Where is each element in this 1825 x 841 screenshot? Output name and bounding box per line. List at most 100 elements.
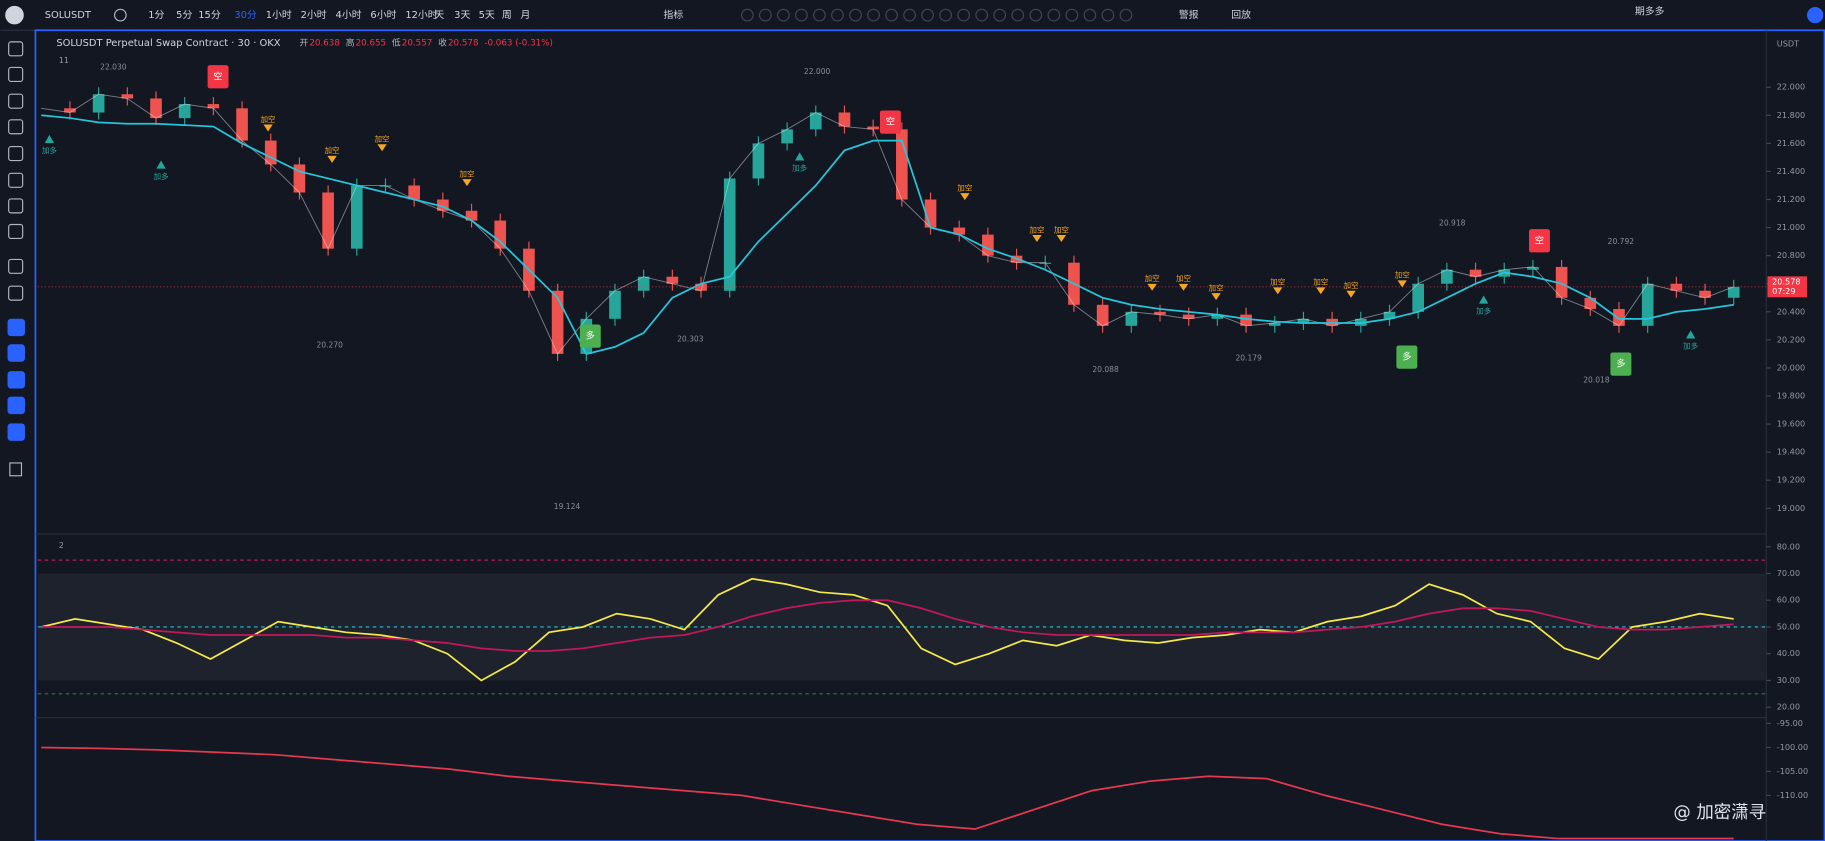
interval-button[interactable]: 天 <box>434 10 444 21</box>
drawing-template[interactable] <box>1101 8 1115 22</box>
drawing-template[interactable] <box>957 8 971 22</box>
tool-icon[interactable] <box>8 145 24 162</box>
drawing-template[interactable] <box>867 8 880 22</box>
extreme-label: 20.018 <box>1583 375 1610 384</box>
drawing-template[interactable] <box>1083 8 1097 22</box>
tool-icon[interactable] <box>8 198 24 214</box>
interval-button[interactable]: 5天 <box>479 10 495 21</box>
add-label: 加多 <box>792 163 808 173</box>
signal-box[interactable] <box>1529 229 1550 253</box>
candle <box>1182 314 1195 319</box>
tool-icon[interactable] <box>8 172 24 188</box>
drawing-template[interactable] <box>1047 8 1061 22</box>
tool-icon[interactable] <box>8 41 24 57</box>
indicators-button[interactable]: 指标 <box>664 8 684 21</box>
candle <box>1727 286 1740 298</box>
drawing-template[interactable] <box>795 8 808 22</box>
signal-box[interactable] <box>879 110 901 134</box>
candle <box>1441 269 1453 284</box>
y-tick-label: 50.00 <box>1777 621 1800 631</box>
interval-button[interactable]: 12小时 <box>405 9 437 21</box>
drawing-template[interactable] <box>1065 8 1079 22</box>
series-line <box>41 114 1734 355</box>
y-tick-label: 20.200 <box>1777 334 1805 344</box>
drawing-template[interactable] <box>776 8 790 22</box>
candle <box>1527 266 1539 270</box>
interval-button[interactable]: 3天 <box>454 10 470 21</box>
signal-box[interactable] <box>1610 352 1632 376</box>
replay-button[interactable]: 回放 <box>1231 8 1251 21</box>
tool-icon[interactable] <box>8 258 24 274</box>
signal-label: 空 <box>213 70 222 82</box>
interval-button[interactable]: 周 <box>502 9 512 21</box>
drawing-template[interactable] <box>1119 8 1133 22</box>
tool-icon[interactable] <box>7 344 25 362</box>
drawing-template[interactable] <box>758 8 772 22</box>
interval-button[interactable]: 2小时 <box>301 9 327 21</box>
y-tick-label: 21.800 <box>1777 110 1805 120</box>
signal-triangle <box>1147 283 1157 291</box>
drawing-template[interactable] <box>1011 8 1025 22</box>
tool-icon[interactable] <box>7 396 25 415</box>
signal-box[interactable] <box>1396 345 1418 369</box>
interval-button[interactable]: 5分 <box>176 9 192 21</box>
drawing-template[interactable] <box>885 8 898 22</box>
tool-icon[interactable] <box>8 93 24 109</box>
interval-button[interactable]: 30分 <box>234 9 257 21</box>
tool-icon[interactable] <box>8 66 24 83</box>
drawing-template[interactable] <box>1029 8 1043 22</box>
drawing-template[interactable] <box>993 8 1007 22</box>
candle <box>896 129 908 200</box>
drawing-template[interactable] <box>831 8 844 22</box>
alert-button[interactable]: 警报 <box>1179 8 1199 21</box>
interval-button[interactable]: 6小时 <box>370 9 396 21</box>
add-label: 加空 <box>1145 273 1160 283</box>
tool-icon[interactable] <box>7 318 25 337</box>
avatar[interactable] <box>5 5 24 25</box>
tool-icon[interactable] <box>7 423 25 441</box>
interval-button[interactable]: 4小时 <box>336 9 362 21</box>
interval-button[interactable]: 月 <box>520 9 530 21</box>
delete-icon[interactable] <box>9 462 23 477</box>
signal-triangle <box>1686 330 1696 339</box>
account-name[interactable]: 期多多 <box>1635 5 1665 18</box>
drawing-template[interactable] <box>975 8 989 22</box>
tool-icon[interactable] <box>8 223 24 240</box>
candle <box>1555 266 1568 298</box>
y-tick-label: 19.800 <box>1777 391 1805 401</box>
extreme-label: 20.088 <box>1092 365 1119 374</box>
interval-button[interactable]: 1分 <box>148 9 164 21</box>
drawing-template[interactable] <box>921 8 935 22</box>
drawing-template[interactable] <box>903 8 916 22</box>
interval-button[interactable]: 15分 <box>198 9 221 21</box>
y-tick-label: 70.00 <box>1777 568 1800 578</box>
signal-box[interactable] <box>579 324 601 348</box>
drawing-template[interactable] <box>939 8 953 22</box>
candle <box>723 178 736 291</box>
candle <box>494 220 507 249</box>
drawing-template[interactable] <box>813 8 826 22</box>
interval-button[interactable]: 1小时 <box>266 9 292 21</box>
candle <box>92 94 105 113</box>
tool-icon[interactable] <box>7 371 25 389</box>
tool-icon[interactable] <box>8 285 24 301</box>
drawing-template[interactable] <box>740 8 754 22</box>
price-tag-countdown: 07:29 <box>1772 286 1795 296</box>
series-line <box>41 599 1734 652</box>
signal-label: 空 <box>886 116 895 128</box>
symbol-search[interactable]: SOLUSDT <box>45 10 92 21</box>
signal-box[interactable] <box>207 65 229 89</box>
add-label: 加空 <box>1313 277 1328 287</box>
legend-value: 20.578 <box>448 39 479 49</box>
legend-value: 20.557 <box>402 39 433 49</box>
add-label: 加空 <box>1054 224 1069 234</box>
add-symbol[interactable] <box>113 8 127 22</box>
signal-triangle <box>1346 290 1356 298</box>
candle <box>752 143 765 179</box>
signal-label: 空 <box>1535 234 1544 246</box>
tool-icon[interactable] <box>8 119 24 135</box>
candle <box>293 164 306 193</box>
add-label: 加空 <box>459 168 474 178</box>
drawing-template[interactable] <box>849 8 862 22</box>
profile-button[interactable] <box>1807 6 1824 24</box>
